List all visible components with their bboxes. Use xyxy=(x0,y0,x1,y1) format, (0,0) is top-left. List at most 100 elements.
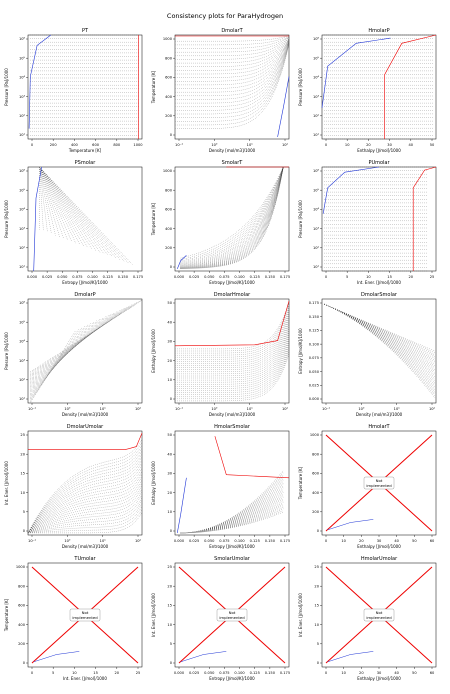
x-tick-label: 0.125 xyxy=(103,275,113,279)
subplot-title: DmolarHmolar xyxy=(214,292,251,298)
y-tick-label: 10⁶ xyxy=(19,301,26,305)
y-tick-label: 600 xyxy=(312,472,320,476)
y-tick-label: 200 xyxy=(18,642,26,646)
not-implemented-box xyxy=(363,476,395,490)
chart-4-isoline xyxy=(180,166,284,266)
x-tick-label: 10⁰ xyxy=(64,407,71,411)
x-tick-label: 0.150 xyxy=(265,539,276,543)
chart-4-isoline xyxy=(180,166,284,265)
y-tick-label: 0 xyxy=(317,529,320,533)
x-tick-label: 0.175 xyxy=(280,539,290,543)
y-tick-label: 10⁶ xyxy=(313,169,320,173)
x-tick-label: 0.025 xyxy=(189,671,199,675)
not-implemented-box xyxy=(69,608,101,622)
y-tick-label: 10⁵ xyxy=(19,56,26,60)
x-tick-label: 50 xyxy=(412,671,417,675)
subplot-title: DmolarP xyxy=(74,292,95,298)
chart-6-isoline xyxy=(30,327,82,401)
chart-1-isoline xyxy=(175,41,290,96)
y-tick-label: 25 xyxy=(20,433,25,437)
y-tick-label: 25 xyxy=(314,565,319,569)
y-tick-label: 1000 xyxy=(163,169,173,173)
x-tick-label: 0.100 xyxy=(234,275,245,279)
saturation-curve xyxy=(214,436,290,479)
chart-4-isoline xyxy=(180,166,284,269)
y-axis-label: Temperature [K] xyxy=(151,202,156,236)
chart-4-isoline xyxy=(180,166,284,269)
chart-3-isoline xyxy=(39,166,113,257)
x-tick-label: 0.125 xyxy=(250,275,260,279)
x-tick-label: 20 xyxy=(115,671,120,675)
x-tick-label: 0.000 xyxy=(174,275,185,279)
x-tick-label: 10 xyxy=(345,143,350,147)
x-tick-label: 0 xyxy=(31,143,34,147)
x-tick-label: 10⁻¹ xyxy=(322,407,330,411)
plot-area xyxy=(27,430,143,536)
x-axis-label: Density [mol/m3]/1000 xyxy=(209,412,256,417)
y-tick-label: 10³ xyxy=(19,227,26,231)
y-tick-label: 15 xyxy=(167,604,172,608)
y-tick-label: 15 xyxy=(20,472,25,476)
chart-1-isoline xyxy=(175,38,290,67)
x-tick-label: 10¹ xyxy=(247,407,254,411)
chart-3-isoline xyxy=(39,166,101,253)
y-tick-label: 10² xyxy=(313,246,320,250)
y-tick-label: 0.050 xyxy=(309,370,320,374)
chart-10-isoline xyxy=(180,500,284,534)
x-tick-label: 0.100 xyxy=(234,539,245,543)
chart-8-isoline xyxy=(324,304,435,354)
subplot-title: SmolarUmolar xyxy=(214,556,251,562)
subplot-title: PSmolar xyxy=(75,160,97,166)
y-tick-label: 20 xyxy=(167,491,172,495)
plot-area xyxy=(174,298,290,404)
y-axis-label: Pressure [Pa]/1000 xyxy=(298,68,303,106)
x-tick-label: 40 xyxy=(394,671,399,675)
chart-8-isoline xyxy=(324,304,435,352)
x-tick-label: 30 xyxy=(377,539,382,543)
x-tick-label: 0.050 xyxy=(57,275,68,279)
y-tick-label: 0.025 xyxy=(309,383,319,387)
x-tick-label: 10¹ xyxy=(100,539,107,543)
saturation-curve xyxy=(177,477,187,533)
not-implemented-label: Not xyxy=(376,478,383,483)
x-tick-label: 50 xyxy=(430,143,435,147)
y-tick-label: 10¹ xyxy=(19,397,26,401)
y-tick-label: 0.000 xyxy=(309,397,320,401)
y-tick-label: 50 xyxy=(167,433,172,437)
subplot-SmolarT: SmolarT 0.000 0.025 0.050 0.075 0.100 0.125 0.1… xyxy=(151,160,290,285)
x-tick-label: 0 xyxy=(325,275,328,279)
chart-10-isoline xyxy=(180,472,284,534)
y-tick-label: 10³ xyxy=(19,95,26,99)
chart-4-isoline xyxy=(180,166,284,269)
saturation-curve xyxy=(327,651,374,663)
chart-10-isoline xyxy=(180,503,284,534)
plot-area xyxy=(321,34,437,140)
chart-3-isoline xyxy=(39,166,80,245)
x-tick-label: 0.125 xyxy=(250,539,260,543)
x-tick-label: 20 xyxy=(366,143,371,147)
y-tick-label: 10 xyxy=(314,623,319,627)
chart-10-isoline xyxy=(180,501,284,534)
y-tick-label: 0 xyxy=(170,529,173,533)
y-tick-label: 600 xyxy=(165,208,173,212)
subplot-PSmolar: PSmolar 0.000 0.025 0.050 0.075 0.100 0.125 0.1… xyxy=(4,160,143,285)
x-tick-label: 30 xyxy=(387,143,392,147)
y-tick-label: 0 xyxy=(23,529,26,533)
chart-9-isoline xyxy=(27,450,143,533)
y-tick-label: 0.150 xyxy=(309,315,320,319)
x-tick-label: 10² xyxy=(135,407,142,411)
x-axis-label: Entropy [J/mol/K]/1000 xyxy=(209,544,255,549)
x-tick-label: 40 xyxy=(409,143,414,147)
x-axis-label: Temperature [K] xyxy=(68,148,102,153)
x-tick-label: 10 xyxy=(341,671,346,675)
chart-10-isoline xyxy=(180,482,284,534)
x-tick-label: 0.150 xyxy=(118,275,129,279)
x-tick-label: 10 xyxy=(341,539,346,543)
chart-10-isoline xyxy=(180,493,284,534)
chart-9-isoline xyxy=(27,497,143,534)
chart-6-isoline xyxy=(30,300,142,374)
y-tick-label: 800 xyxy=(165,188,173,192)
y-tick-label: 0.125 xyxy=(309,329,319,333)
y-axis-label: Temperature [K] xyxy=(151,70,156,104)
